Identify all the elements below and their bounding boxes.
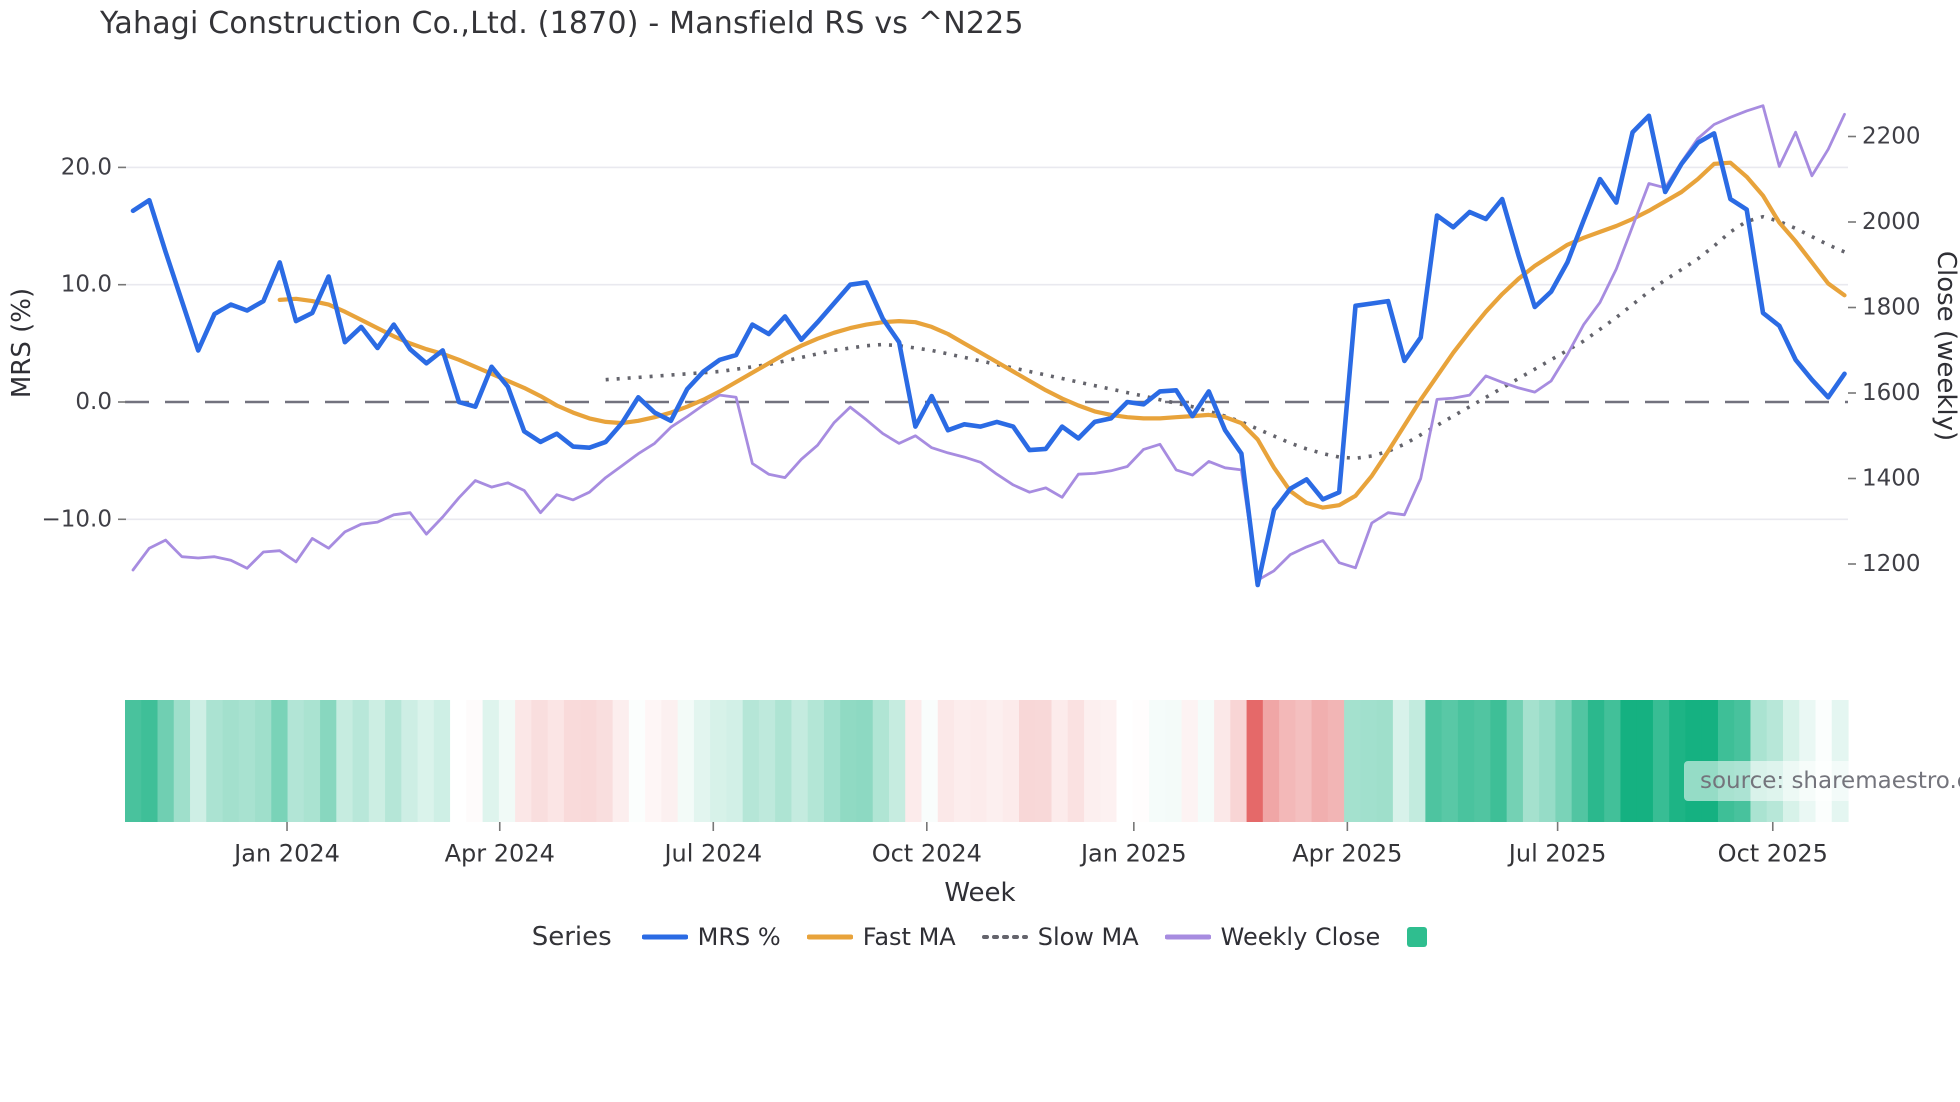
x-tick-label: Jan 2025	[1079, 840, 1187, 868]
right-axis-title: Close (weekly)	[1931, 251, 1960, 441]
fast-ma-line	[277, 160, 1847, 510]
legend-item-label: Fast MA	[862, 923, 956, 951]
legend-item-label: MRS %	[697, 923, 781, 951]
x-tick-label: Jan 2024	[232, 840, 340, 868]
weekly-close-line	[131, 104, 1846, 582]
mrs-line	[130, 113, 1847, 588]
legend-item-weekly-close[interactable]: Weekly Close	[1164, 923, 1381, 951]
legend-swatch-line	[806, 934, 853, 940]
source-note: source: sharemaestro.com	[1684, 761, 1960, 801]
left-tick-label: 10.0	[61, 272, 112, 298]
legend-item-heatmap[interactable]	[1406, 926, 1428, 948]
chart-title: Yahagi Construction Co.,Ltd. (1870) - Ma…	[100, 6, 1024, 41]
legend-item-mrs-[interactable]: MRS %	[641, 923, 781, 951]
slow-ma-line	[605, 214, 1846, 461]
x-axis-title: Week	[944, 878, 1016, 908]
x-tick-label: Apr 2024	[445, 840, 555, 868]
legend: Series MRS % Fast MA Slow MA Weekly Close	[0, 922, 1960, 952]
legend-item-slow-ma[interactable]: Slow MA	[981, 923, 1139, 951]
right-tick-label: 1800	[1862, 295, 1921, 321]
legend-items: MRS % Fast MA Slow MA Weekly Close	[641, 923, 1429, 951]
left-tick-label: −10.0	[42, 506, 112, 532]
right-tick-label: 2000	[1862, 209, 1921, 235]
legend-item-label: Weekly Close	[1220, 923, 1381, 951]
legend-swatch-line	[641, 934, 688, 940]
x-tick-label: Oct 2024	[872, 840, 982, 868]
legend-heading: Series	[531, 922, 612, 952]
legend-swatch-square	[1407, 927, 1428, 947]
left-axis-title: MRS (%)	[7, 288, 37, 398]
x-tick-label: Jul 2024	[662, 840, 762, 868]
legend-swatch-line	[1164, 934, 1211, 940]
x-tick-label: Apr 2025	[1292, 840, 1402, 868]
left-tick-label: 0.0	[75, 389, 112, 415]
legend-item-fast-ma[interactable]: Fast MA	[806, 923, 956, 951]
legend-swatch-line	[981, 935, 1028, 939]
right-tick-label: 1400	[1862, 466, 1921, 492]
left-tick-label: 20.0	[61, 154, 112, 180]
legend-item-label: Slow MA	[1037, 923, 1139, 951]
right-tick-label: 2200	[1862, 124, 1921, 150]
right-tick-label: 1200	[1862, 551, 1921, 577]
heatmap-strip	[125, 700, 1849, 822]
chart-canvas[interactable]: 20.0 10.0 0.0 −10.0 2200 2000 1800 1600 1400 1200…	[0, 0, 1960, 870]
x-tick-label: Oct 2025	[1718, 840, 1828, 868]
x-tick-label: Jul 2025	[1507, 840, 1607, 868]
right-tick-label: 1600	[1862, 380, 1921, 406]
